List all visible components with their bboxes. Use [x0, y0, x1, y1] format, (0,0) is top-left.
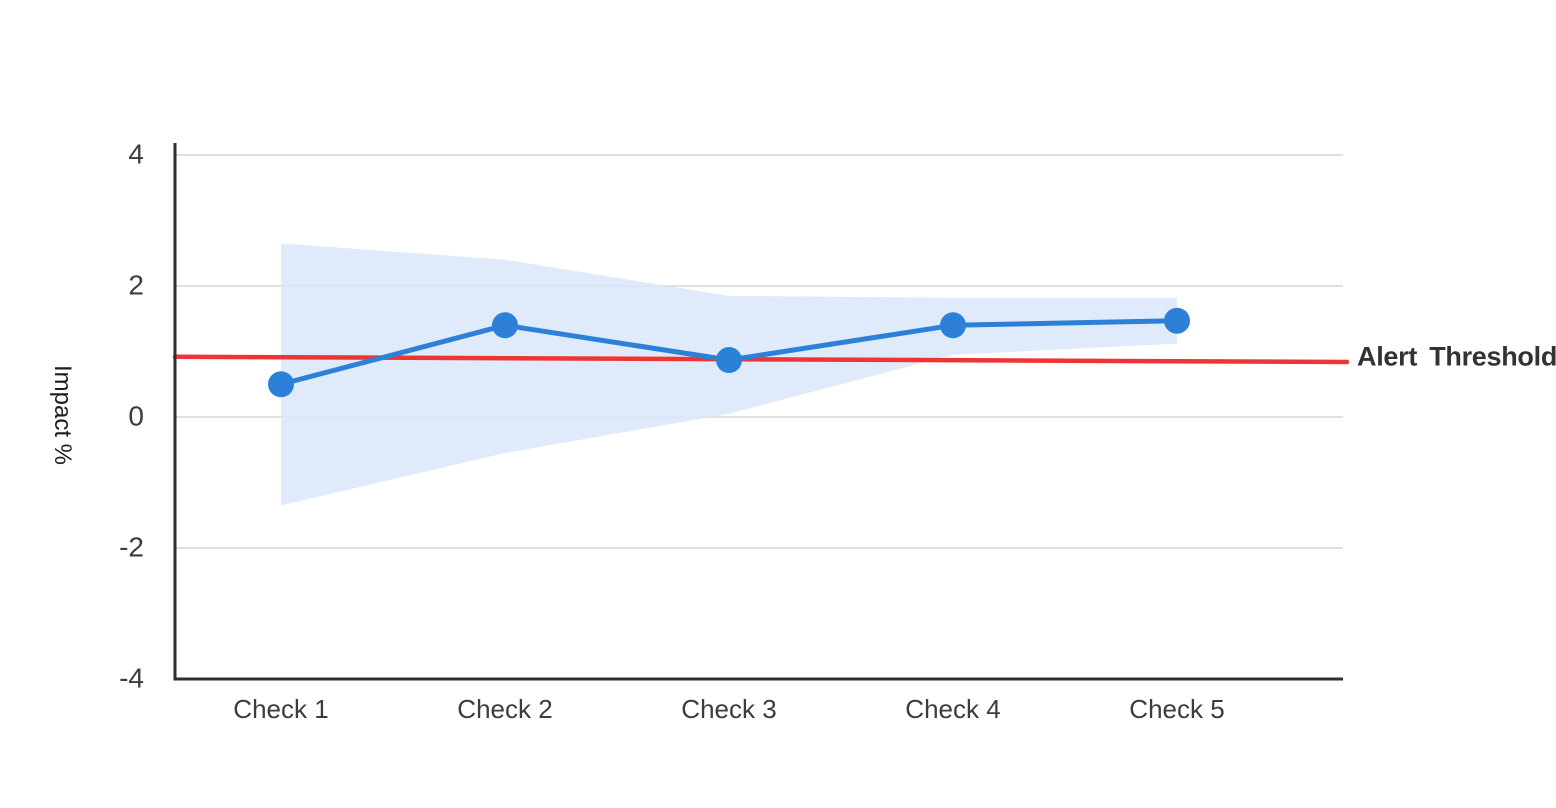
y-tick-4: 4 — [128, 138, 144, 170]
y-tick-0: 0 — [128, 400, 144, 432]
data-point-check-2[interactable] — [492, 312, 518, 339]
x-tick-check-2: Check 2 — [457, 694, 553, 724]
alert-threshold-label: Alert Threshold — [1357, 341, 1556, 372]
x-tick-check-1: Check 1 — [233, 694, 329, 724]
y-tick-neg4: -4 — [119, 662, 144, 694]
y-axis-title: Impact % — [49, 364, 76, 466]
x-tick-check-4: Check 4 — [905, 694, 1001, 724]
y-tick-neg2: -2 — [119, 531, 144, 563]
x-tick-check-3: Check 3 — [681, 694, 777, 724]
data-point-check-3[interactable] — [716, 347, 742, 374]
threshold-line — [172, 354, 1350, 365]
data-point-check-4[interactable] — [940, 312, 966, 339]
x-tick-check-5: Check 5 — [1129, 694, 1225, 724]
y-tick-2: 2 — [128, 269, 144, 301]
data-point-check-1[interactable] — [268, 371, 294, 398]
data-point-check-5[interactable] — [1164, 307, 1190, 334]
confidence-interval-band — [281, 243, 1177, 506]
